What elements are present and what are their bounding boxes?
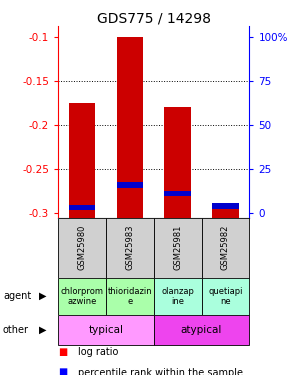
Text: chlorprom
azwine: chlorprom azwine: [60, 286, 104, 306]
Bar: [69, 103, 95, 218]
Bar: [202, 278, 249, 315]
Text: GSM25980: GSM25980: [77, 225, 86, 270]
Text: quetiapi
ne: quetiapi ne: [208, 286, 243, 306]
Text: ▶: ▶: [39, 291, 47, 301]
Text: other: other: [3, 325, 29, 335]
Bar: [154, 217, 202, 278]
Bar: [69, 205, 95, 210]
Bar: [154, 278, 202, 315]
Bar: [106, 217, 154, 278]
Text: typical: typical: [88, 325, 123, 335]
Bar: [58, 315, 154, 345]
Bar: [117, 182, 143, 188]
Bar: [117, 37, 143, 218]
Bar: [212, 203, 239, 208]
Text: GSM25983: GSM25983: [125, 225, 134, 270]
Text: GSM25982: GSM25982: [221, 225, 230, 270]
Bar: [58, 278, 106, 315]
Bar: [202, 217, 249, 278]
Text: olanzap
ine: olanzap ine: [161, 286, 194, 306]
Bar: [212, 209, 239, 218]
Text: ■: ■: [58, 347, 67, 357]
Bar: [164, 107, 191, 218]
Text: atypical: atypical: [181, 325, 222, 335]
Bar: [164, 191, 191, 196]
Bar: [106, 278, 154, 315]
Text: GSM25981: GSM25981: [173, 225, 182, 270]
Bar: [58, 217, 106, 278]
Text: log ratio: log ratio: [78, 347, 119, 357]
Text: ▶: ▶: [39, 325, 47, 335]
Bar: [154, 315, 249, 345]
Title: GDS775 / 14298: GDS775 / 14298: [97, 11, 211, 25]
Text: agent: agent: [3, 291, 31, 301]
Text: percentile rank within the sample: percentile rank within the sample: [78, 368, 243, 375]
Text: ■: ■: [58, 368, 67, 375]
Text: thioridazin
e: thioridazin e: [108, 286, 152, 306]
